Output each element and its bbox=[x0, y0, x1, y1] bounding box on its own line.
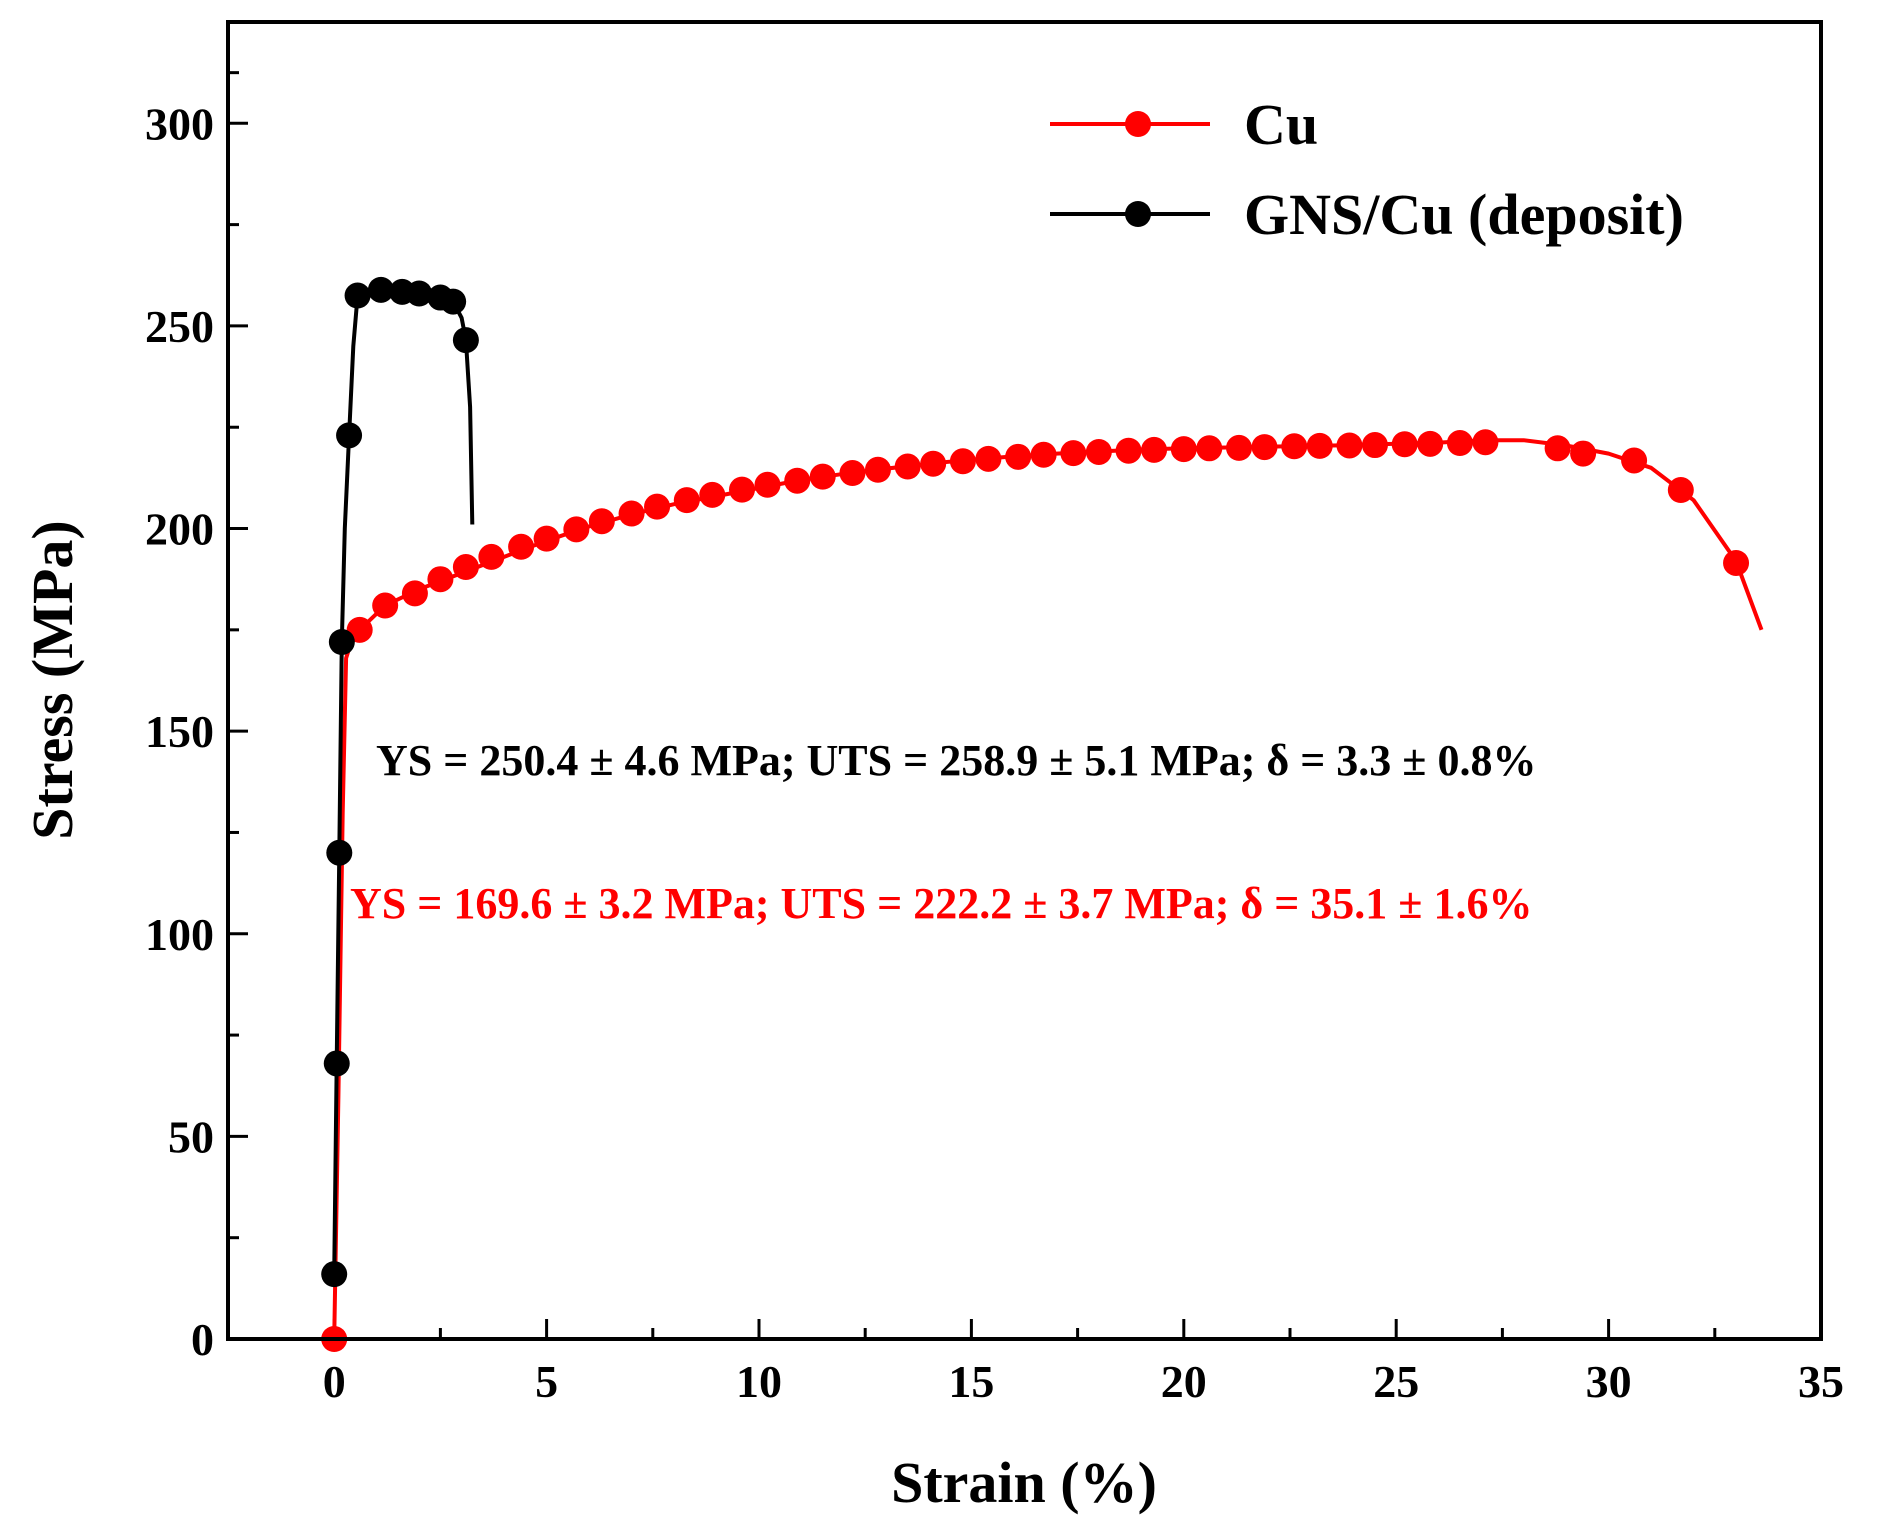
data-point-cu bbox=[1361, 432, 1388, 459]
data-point-cu bbox=[563, 516, 590, 543]
y-tick-label: 300 bbox=[145, 98, 214, 149]
legend-gns-marker bbox=[1125, 201, 1151, 227]
data-point-cu bbox=[1667, 477, 1694, 504]
data-point-cu bbox=[452, 554, 479, 581]
data-point-cu bbox=[478, 543, 505, 570]
plot-frame bbox=[226, 20, 1823, 1341]
data-point-cu bbox=[1060, 440, 1087, 467]
data-point-cu bbox=[1115, 437, 1142, 464]
data-point-gns bbox=[406, 280, 433, 307]
data-point-gns bbox=[440, 288, 467, 315]
data-point-gns bbox=[321, 1261, 348, 1288]
data-point-cu bbox=[754, 471, 781, 498]
data-point-cu bbox=[975, 445, 1002, 472]
data-point-cu bbox=[1723, 549, 1750, 576]
axis-ticks bbox=[228, 71, 1823, 1341]
data-point-cu bbox=[809, 463, 836, 490]
y-tick-label: 100 bbox=[145, 909, 214, 960]
y-tick-label: 50 bbox=[168, 1111, 214, 1162]
x-tick-label: 5 bbox=[535, 1356, 558, 1407]
data-point-cu bbox=[839, 460, 866, 487]
x-tick-label: 15 bbox=[948, 1356, 994, 1407]
data-point-gns bbox=[367, 276, 394, 303]
data-point-cu bbox=[401, 580, 428, 607]
data-point-cu bbox=[508, 533, 535, 560]
data-point-gns bbox=[452, 327, 479, 354]
data-point-cu bbox=[1391, 431, 1418, 458]
y-tick-label: 0 bbox=[191, 1314, 214, 1365]
y-tick-label: 200 bbox=[145, 504, 214, 555]
data-point-cu bbox=[949, 448, 976, 475]
data-point-cu bbox=[1446, 430, 1473, 457]
data-point-cu bbox=[533, 525, 560, 552]
data-point-cu bbox=[588, 508, 615, 535]
annotation-cu: YS = 169.6 ± 3.2 MPa; UTS = 222.2 ± 3.7 … bbox=[350, 879, 1532, 928]
legend-cu-label: Cu bbox=[1244, 92, 1318, 157]
data-point-gns bbox=[328, 629, 355, 656]
legend: Cu GNS/Cu (deposit) bbox=[1050, 92, 1684, 247]
data-point-cu bbox=[729, 476, 756, 503]
data-point-gns bbox=[344, 282, 371, 309]
data-point-cu bbox=[1417, 430, 1444, 457]
data-point-cu bbox=[920, 450, 947, 477]
data-point-cu bbox=[864, 456, 891, 483]
data-point-cu bbox=[1141, 436, 1168, 463]
data-point-cu bbox=[1336, 432, 1363, 459]
data-point-cu bbox=[1570, 440, 1597, 467]
x-tick-label: 30 bbox=[1586, 1356, 1632, 1407]
y-tick-label: 150 bbox=[145, 706, 214, 757]
data-point-cu bbox=[784, 467, 811, 494]
data-point-cu bbox=[1170, 436, 1197, 463]
data-point-cu bbox=[644, 493, 671, 520]
data-point-cu bbox=[1621, 447, 1648, 474]
data-point-cu bbox=[673, 487, 700, 514]
tick-labels: 0 5 10 15 20 25 30 35 0 50 100 150 200 250 300 bbox=[145, 98, 1844, 1407]
data-point-cu bbox=[427, 566, 454, 593]
data-point-gns bbox=[336, 422, 363, 449]
series-markers bbox=[321, 276, 1750, 1352]
data-point-cu bbox=[1281, 433, 1308, 460]
data-point-cu bbox=[1085, 438, 1112, 465]
data-point-cu bbox=[1251, 434, 1278, 461]
data-point-cu bbox=[1226, 434, 1253, 461]
data-point-cu bbox=[1196, 435, 1223, 462]
x-tick-label: 35 bbox=[1798, 1356, 1844, 1407]
data-point-cu bbox=[1472, 429, 1499, 456]
data-point-cu bbox=[372, 592, 399, 619]
y-tick-label: 250 bbox=[145, 301, 214, 352]
data-point-cu bbox=[1005, 443, 1032, 470]
data-point-cu bbox=[618, 500, 645, 527]
annotation-gns: YS = 250.4 ± 4.6 MPa; UTS = 258.9 ± 5.1 … bbox=[376, 736, 1536, 785]
x-axis-title: Strain (%) bbox=[891, 1450, 1157, 1515]
legend-cu-marker bbox=[1125, 111, 1151, 137]
data-point-cu bbox=[894, 453, 921, 480]
x-tick-label: 20 bbox=[1161, 1356, 1207, 1407]
x-tick-label: 0 bbox=[323, 1356, 346, 1407]
data-point-cu bbox=[1544, 435, 1571, 462]
y-axis-title: Stress (MPa) bbox=[20, 520, 85, 839]
legend-gns-label: GNS/Cu (deposit) bbox=[1244, 182, 1684, 247]
data-point-cu bbox=[1030, 441, 1057, 468]
data-point-gns bbox=[326, 839, 353, 866]
x-tick-label: 10 bbox=[736, 1356, 782, 1407]
x-tick-label: 25 bbox=[1373, 1356, 1419, 1407]
data-point-gns bbox=[323, 1050, 350, 1077]
data-point-cu bbox=[699, 481, 726, 508]
data-point-cu bbox=[1306, 432, 1333, 459]
